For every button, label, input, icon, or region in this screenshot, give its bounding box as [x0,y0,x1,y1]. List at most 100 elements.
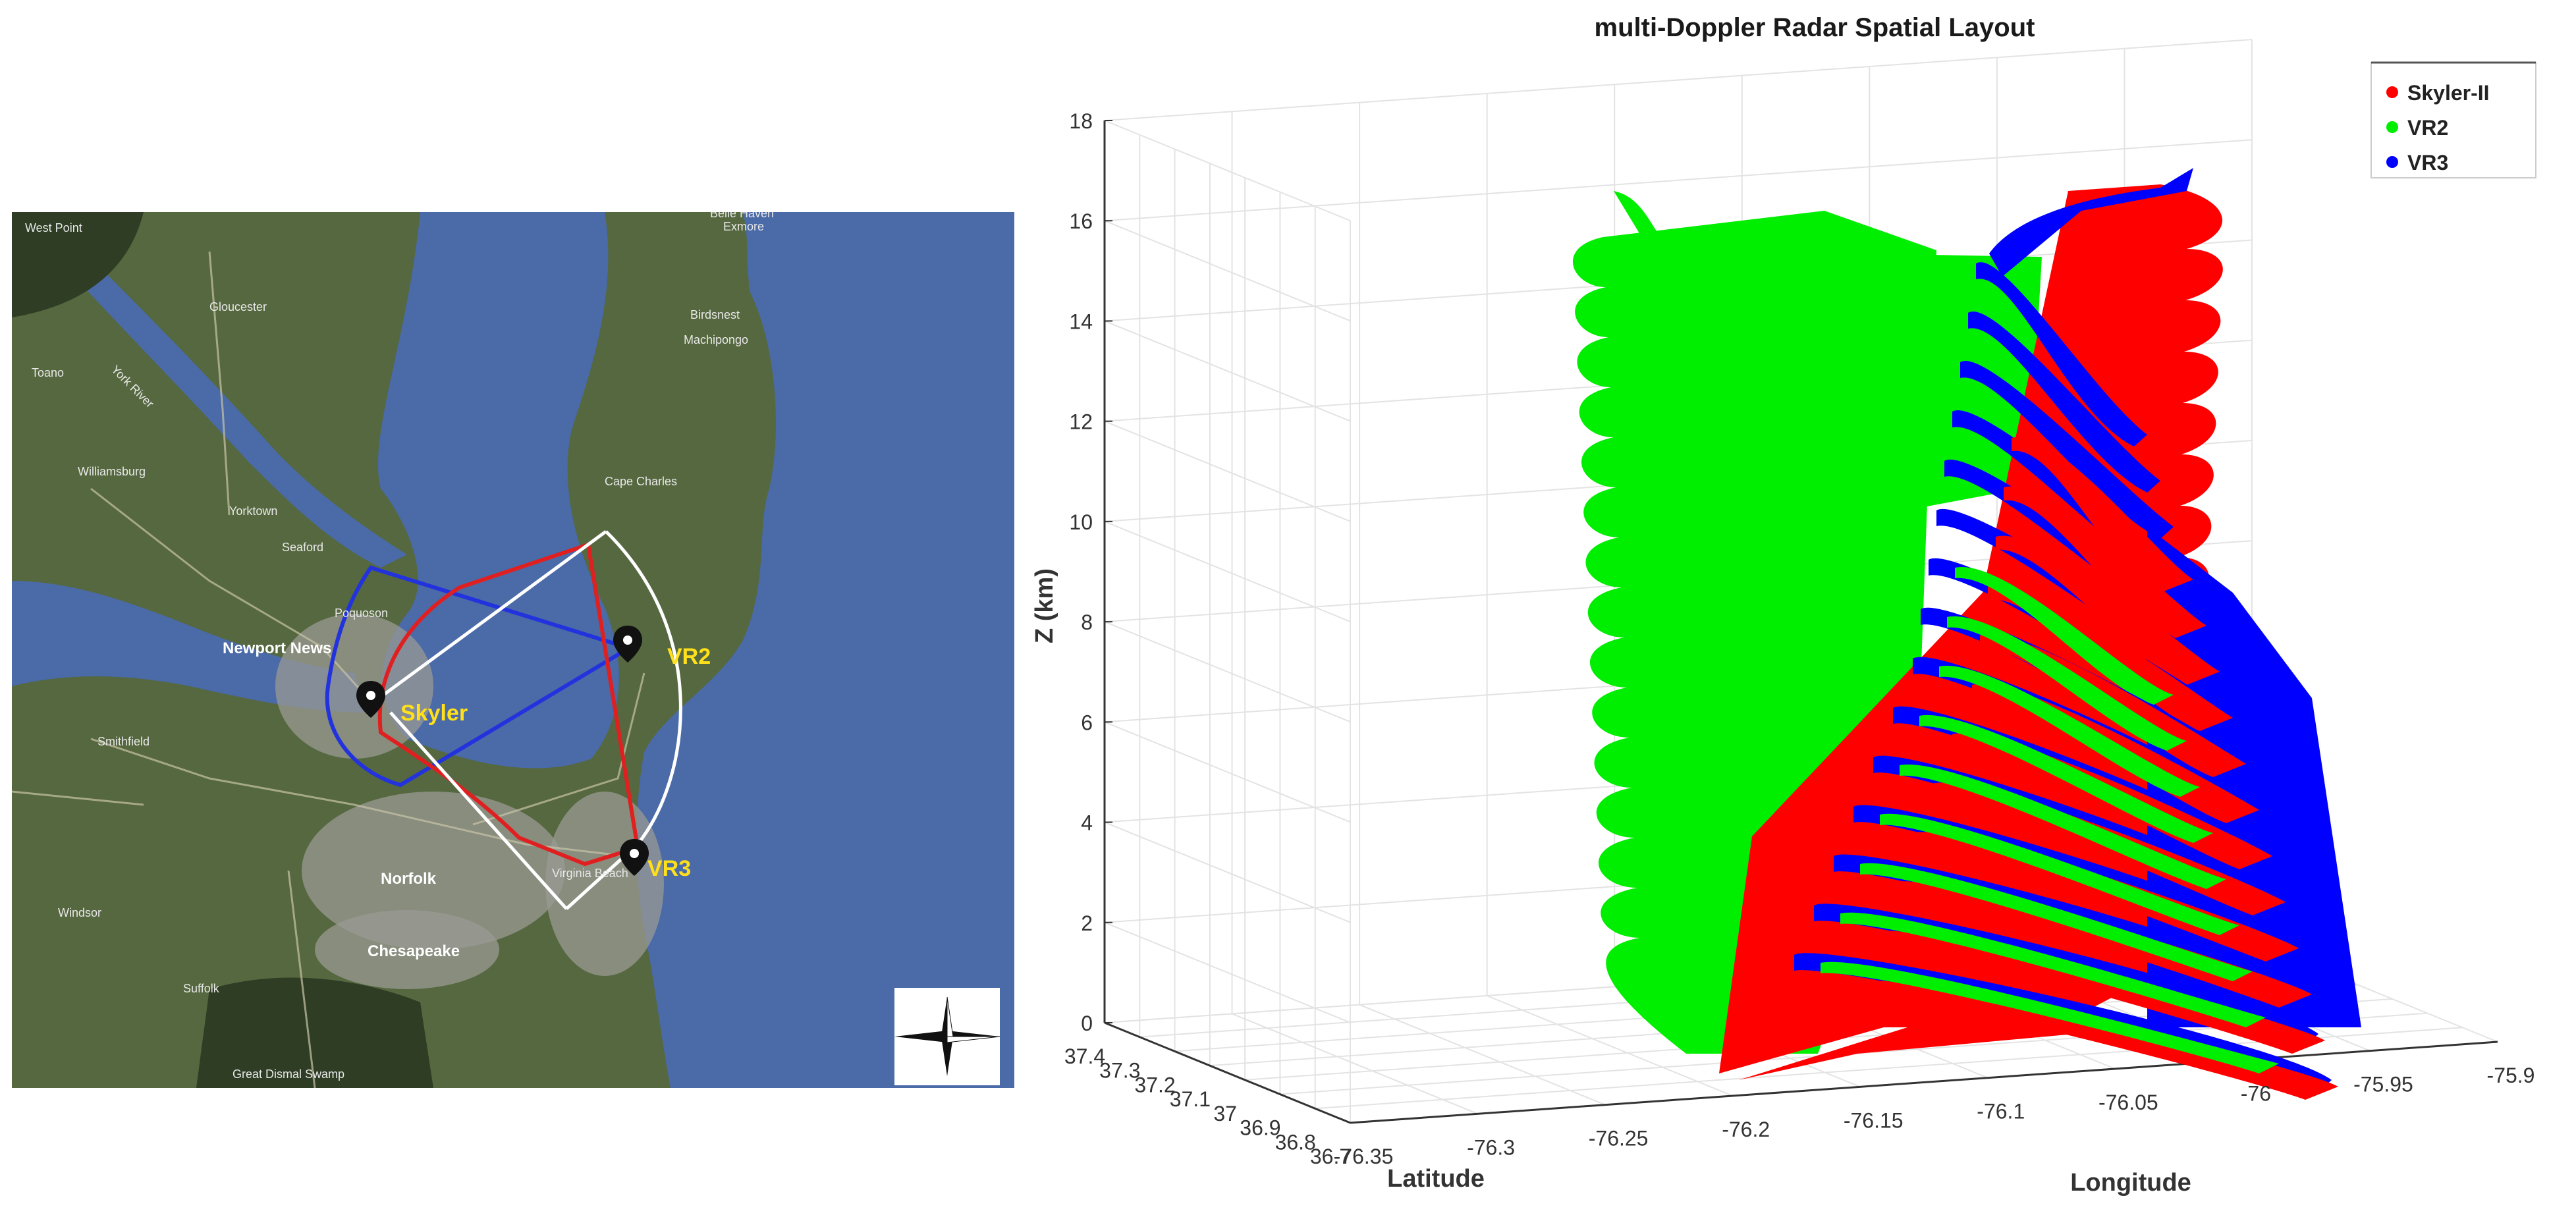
y-tick-label: 37.4 [1064,1044,1105,1068]
place-label: Exmore [723,220,764,233]
place-label: Belle Haven [710,212,774,220]
series-vr2-sweep [1821,961,2279,1073]
series-skyler-sweep [1873,931,2325,1054]
place-label: Norfolk [381,870,437,888]
y-tick-label: 36.9 [1240,1116,1280,1140]
x-axis-line [1350,1041,2498,1124]
z-tick-label: 10 [1069,510,1093,534]
x-tick-label: -76 [2241,1081,2271,1105]
vr2-vr3-arc [565,530,682,910]
z-tick-label: 16 [1069,209,1093,233]
place-label: Toano [32,366,64,379]
x-tick-label: -76.2 [1722,1118,1770,1141]
legend-marker-skyler [2386,86,2398,98]
x-tick-label: -75.95 [2353,1073,2413,1096]
series-skyler-sweep [2012,437,2193,593]
y-axis-line [1104,1021,1351,1124]
x-tick-label: -76.1 [1977,1100,2025,1123]
chart-title: multi-Doppler Radar Spatial Layout [1595,13,2035,42]
series-vr2-sweep [1919,715,2213,843]
grid-line [1232,1013,1478,1115]
x-tick-label: -76.25 [1589,1127,1649,1150]
satellite-map: Skyler VR2 VR3 West Point Gloucester Toa… [12,212,1014,1088]
chart-svg: multi-Doppler Radar Spatial Layout 0 2 4 6 8… [1031,13,2536,1197]
grid-line [1359,1004,1606,1106]
series-skyler-sweep [1853,980,2338,1100]
vr3-pin[interactable] [620,839,649,876]
place-label: Williamsburg [78,465,146,478]
series-skyler-sweep [1913,832,2299,961]
series-skyler-sweep [1996,535,2220,685]
z-tick-label: 2 [1081,911,1093,935]
baseline-skyler-vr2 [376,529,607,701]
vr3-coverage-outline [325,565,634,788]
x-axis-label: Longitude [2070,1169,2191,1197]
chart-tick-labels: 02468101214161836.736.836.93737.137.237.… [1064,109,2535,1168]
grid-line [1104,621,1351,723]
y-tick-label: 37.1 [1170,1087,1211,1111]
vr2-pin[interactable] [613,626,642,663]
place-label: Machipongo [684,333,748,346]
y-axis-label: Latitude [1387,1165,1485,1193]
grid-line [1487,995,1734,1096]
urban-newport-news [275,614,433,759]
legend-marker-vr2 [2386,121,2398,133]
radar-label-vr2: VR2 [667,644,711,669]
chart-axes [1103,120,2498,1124]
legend-label-vr3: VR3 [2407,151,2448,175]
x-tick-label: -75.9 [2487,1064,2535,1087]
x-tick-label: -76.35 [1334,1145,1394,1168]
grid-line [1104,721,1351,823]
series-vr2-sweep [1947,616,2187,751]
place-label: Seaford [282,541,323,554]
series-vr2-top [1614,191,2042,527]
series-skyler-base [1739,1014,2147,1080]
grid-line [1104,120,1351,221]
place-label: Virginia Beach [552,867,628,880]
place-label: Poquoson [335,607,388,620]
y-tick-label: 36.7 [1310,1145,1351,1168]
series-vr2-sweep [1860,863,2253,981]
z-tick-label: 0 [1081,1012,1093,1035]
great-dismal-swamp [196,977,433,1088]
z-axis-label: Z (km) [1031,568,1058,643]
eastern-shore [618,212,748,576]
x-tick-label: -76.15 [1844,1108,1904,1132]
grid-line [1104,220,1351,322]
roads [12,251,645,1088]
z-tick-label: 12 [1069,410,1093,434]
place-label: West Point [25,221,82,234]
series-skyler-sweep [2004,486,2206,639]
place-label: Suffolk [183,982,220,995]
z-tick-label: 18 [1069,109,1093,133]
place-label: Cape Charles [605,475,677,488]
legend-label-vr2: VR2 [2407,116,2448,140]
grid-line [1104,320,1351,422]
legend-box [2370,62,2536,178]
grid-line [1104,139,2253,222]
y-tick-label: 36.8 [1275,1130,1316,1154]
place-label: Gloucester [209,300,267,313]
chart-data-layer [1572,168,2361,1100]
forest-patch [12,212,144,317]
series-vr3-sweep [1968,311,2160,493]
radar-3d-chart: multi-Doppler Radar Spatial Layout 0 2 4 6 8… [1028,0,2576,1214]
ocean [636,212,1014,1088]
skyler-pin[interactable] [356,681,385,718]
grid-line [1104,520,1351,622]
york-river [51,238,407,568]
z-tick-label: 6 [1081,711,1093,734]
grid-line [1104,39,2253,121]
urban-chesapeake [315,910,499,989]
series-vr3-cap [1989,168,2193,277]
compass-rose-icon [894,996,1000,1076]
series-vr2-sweep [1840,912,2266,1027]
place-label: Yorktown [229,504,277,518]
urban-norfolk [302,792,565,950]
series-vr2-sweep [1880,813,2239,935]
legend-marker-vr3 [2386,156,2398,168]
place-label: Newport News [223,639,331,657]
z-tick-label: 4 [1081,811,1093,835]
place-label: Smithfield [97,735,150,748]
grid-line [1104,821,1351,923]
